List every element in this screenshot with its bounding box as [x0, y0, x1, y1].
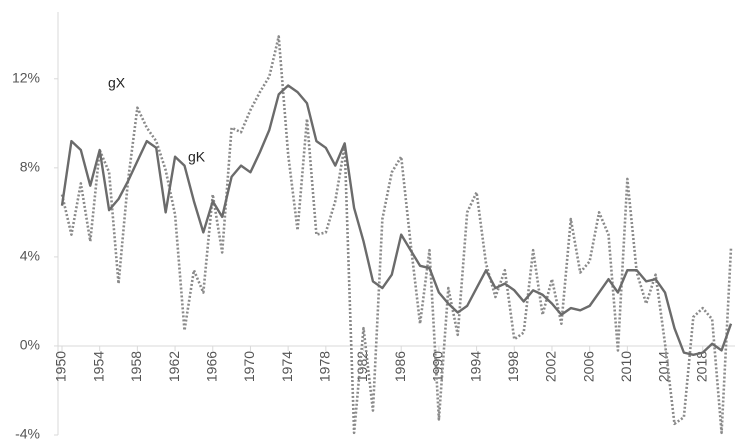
x-tick-label: 2002 [543, 351, 559, 382]
x-tick-label: 1994 [467, 351, 483, 382]
y-tick-label: 12% [12, 69, 40, 85]
x-tick-label: 1978 [317, 351, 333, 382]
x-tick-label: 1966 [203, 351, 219, 382]
x-tick-label: 2006 [580, 351, 596, 382]
series-label: gK [188, 149, 206, 165]
series-line [60, 35, 733, 435]
x-tick-label: 1962 [166, 351, 182, 382]
x-tick-label: 1970 [241, 351, 257, 382]
x-tick-label: 1958 [128, 351, 144, 382]
y-tick-label: -4% [15, 426, 40, 442]
x-tick-label: 1998 [505, 351, 521, 382]
series-line [60, 84, 733, 357]
x-tick-label: 2010 [618, 351, 634, 382]
y-tick-label: 0% [20, 337, 40, 353]
x-tick-label: 1974 [279, 351, 295, 382]
x-tick-label: 1954 [90, 351, 106, 382]
x-tick-label: 2018 [693, 351, 709, 382]
y-tick-label: 4% [20, 248, 40, 264]
y-tick-label: 8% [20, 159, 40, 175]
x-tick-label: 1986 [392, 351, 408, 382]
series-label: gX [108, 75, 126, 91]
x-tick-label: 1950 [53, 351, 69, 382]
x-tick-label: 1990 [430, 351, 446, 382]
